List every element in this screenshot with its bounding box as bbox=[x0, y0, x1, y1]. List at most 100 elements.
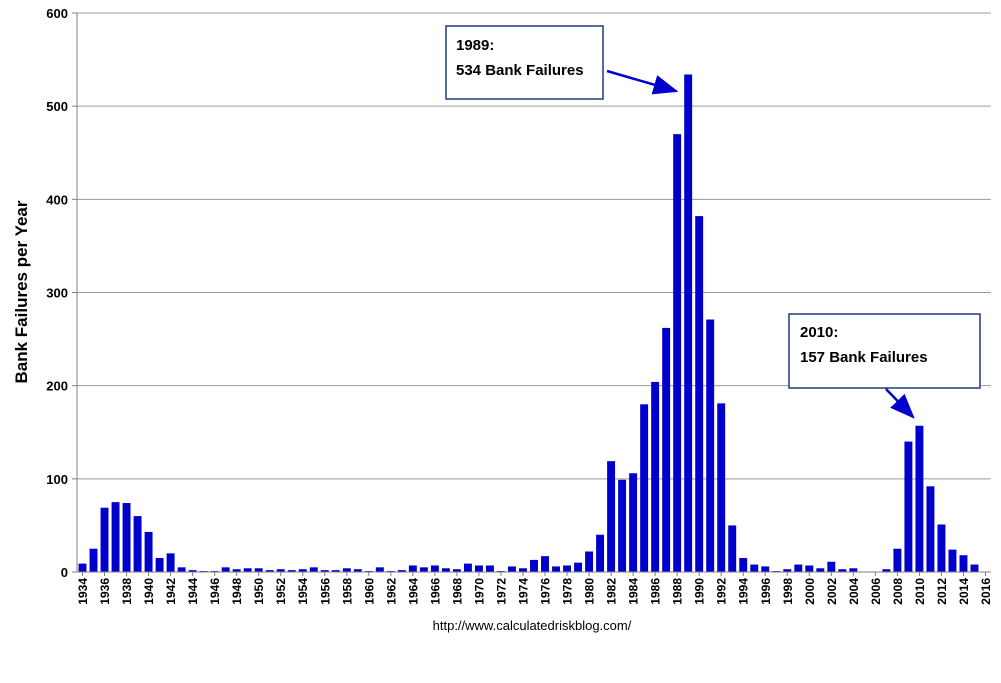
x-tick-label: 2006 bbox=[869, 578, 883, 605]
bar-1941 bbox=[155, 558, 164, 572]
x-tick-label: 2000 bbox=[803, 578, 817, 605]
bar-1948 bbox=[232, 569, 241, 572]
bar-1934 bbox=[78, 563, 87, 572]
annotation-2010-arrow bbox=[885, 388, 915, 419]
bar-2003 bbox=[838, 569, 847, 572]
x-tick-label: 1954 bbox=[296, 578, 310, 605]
bar-1984 bbox=[629, 473, 638, 572]
bar-1956 bbox=[320, 570, 329, 572]
x-tick-label: 1936 bbox=[98, 578, 112, 605]
annotation-box-1989 bbox=[445, 25, 604, 100]
bar-1989 bbox=[684, 74, 693, 573]
bar-1940 bbox=[144, 531, 153, 572]
x-tick-label: 1934 bbox=[76, 578, 90, 605]
bar-1957 bbox=[331, 570, 340, 572]
bar-1964 bbox=[408, 565, 417, 572]
x-tick-labels: 1934 1936 1938 1940 1942 1944 1946 1948 1950 1952… bbox=[76, 572, 993, 605]
bar-1980 bbox=[585, 551, 594, 572]
bar-1967 bbox=[441, 568, 450, 572]
x-tick-label: 2002 bbox=[825, 578, 839, 605]
bar-2015 bbox=[970, 564, 979, 572]
annotation-1989: 1989: 534 Bank Failures bbox=[445, 25, 679, 100]
x-tick-label: 1974 bbox=[516, 578, 530, 605]
y-tick-label: 200 bbox=[46, 379, 68, 394]
bar-1958 bbox=[342, 568, 351, 572]
x-tick-label: 1998 bbox=[781, 578, 795, 605]
x-tick-label: 1948 bbox=[230, 578, 244, 605]
bar-1963 bbox=[397, 570, 406, 572]
bar-1990 bbox=[695, 216, 704, 572]
x-tick-label: 1992 bbox=[715, 578, 729, 605]
x-tick-label: 2014 bbox=[957, 578, 971, 605]
bar-1966 bbox=[430, 565, 439, 572]
bar-2009 bbox=[904, 441, 913, 572]
gridlines bbox=[77, 12, 991, 480]
x-tick-label: 1972 bbox=[494, 578, 508, 605]
bar-1979 bbox=[574, 562, 583, 572]
x-tick-label: 1942 bbox=[164, 578, 178, 605]
bar-1981 bbox=[596, 534, 605, 572]
x-tick-label: 1950 bbox=[252, 578, 266, 605]
bar-1998 bbox=[783, 569, 792, 572]
bar-1991 bbox=[706, 319, 715, 572]
bar-1947 bbox=[221, 567, 230, 572]
bar-1942 bbox=[166, 553, 175, 572]
bar-1971 bbox=[485, 565, 494, 572]
bar-1985 bbox=[640, 404, 649, 572]
x-tick-label: 1994 bbox=[737, 578, 751, 605]
bar-1983 bbox=[618, 479, 627, 572]
bar-1999 bbox=[794, 564, 803, 572]
x-tick-label: 1958 bbox=[340, 578, 354, 605]
annotation-box-2010 bbox=[788, 313, 981, 389]
bar-1969 bbox=[463, 563, 472, 572]
bar-1993 bbox=[728, 525, 737, 572]
bar-2002 bbox=[827, 561, 836, 572]
bar-2013 bbox=[948, 549, 957, 572]
x-tick-label: 1986 bbox=[649, 578, 663, 605]
bar-1936 bbox=[100, 507, 109, 572]
x-tick-label: 1980 bbox=[583, 578, 597, 605]
annotation-1989-arrow bbox=[606, 69, 679, 95]
x-tick-label: 1938 bbox=[120, 578, 134, 605]
bar-1982 bbox=[607, 461, 616, 572]
y-tick-label: 300 bbox=[46, 286, 68, 301]
x-tick-label: 1978 bbox=[561, 578, 575, 605]
bar-2001 bbox=[816, 568, 825, 572]
source-url: http://www.calculatedriskblog.com/ bbox=[433, 618, 632, 633]
bar-1938 bbox=[122, 503, 131, 572]
bar-1950 bbox=[254, 568, 263, 572]
bar-1970 bbox=[474, 565, 483, 572]
annotation-1989-line2: 534 Bank Failures bbox=[456, 62, 584, 79]
bar-2014 bbox=[959, 555, 968, 572]
x-tick-label: 1990 bbox=[693, 578, 707, 605]
x-tick-label: 1964 bbox=[406, 578, 420, 605]
x-tick-label: 2012 bbox=[935, 578, 949, 605]
x-tick-label: 1940 bbox=[142, 578, 156, 605]
bar-2007 bbox=[882, 569, 891, 572]
x-tick-label: 1988 bbox=[671, 578, 685, 605]
bar-1949 bbox=[243, 568, 252, 572]
y-tick-label: 500 bbox=[46, 99, 68, 114]
bar-1965 bbox=[419, 567, 428, 572]
x-tick-label: 1946 bbox=[208, 578, 222, 605]
bar-2008 bbox=[893, 548, 902, 572]
x-tick-label: 2016 bbox=[979, 578, 993, 605]
bar-1988 bbox=[673, 134, 682, 572]
x-tick-label: 2004 bbox=[847, 578, 861, 605]
bar-1994 bbox=[739, 558, 748, 572]
bar-1977 bbox=[552, 566, 560, 572]
bar-1968 bbox=[452, 569, 461, 572]
bar-1973 bbox=[508, 566, 516, 572]
bar-1974 bbox=[519, 568, 527, 572]
x-tick-label: 1968 bbox=[450, 578, 464, 605]
bar-1995 bbox=[750, 564, 759, 572]
bar-1943 bbox=[177, 567, 186, 572]
bar-1975 bbox=[530, 559, 538, 572]
bars bbox=[78, 74, 979, 573]
bar-1951 bbox=[265, 570, 274, 572]
bar-2010 bbox=[915, 425, 924, 572]
x-tick-label: 2008 bbox=[891, 578, 905, 605]
bar-2012 bbox=[937, 524, 946, 572]
x-tick-label: 1996 bbox=[759, 578, 773, 605]
